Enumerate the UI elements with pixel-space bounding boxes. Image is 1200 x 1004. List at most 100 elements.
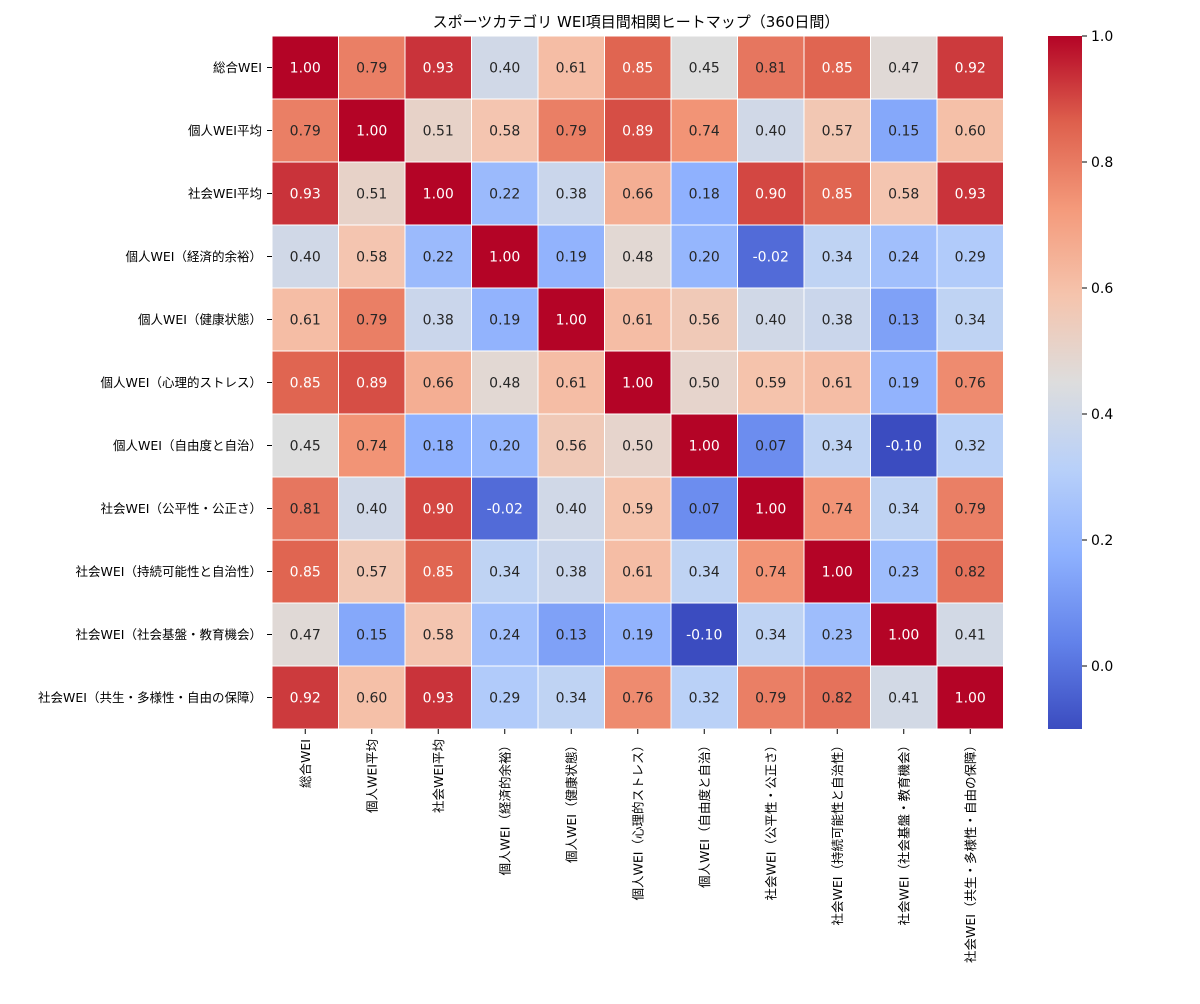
heatmap-cell [471, 224, 539, 289]
cell-value-label: 0.34 [888, 502, 919, 518]
heatmap-cell [670, 224, 738, 289]
heatmap-cell [537, 224, 605, 289]
heatmap-cell [670, 413, 738, 478]
cell-value-label: 1.00 [556, 313, 587, 329]
heatmap-cell [737, 665, 805, 730]
heatmap-cell [537, 476, 605, 541]
heatmap-cell [936, 287, 1004, 352]
heatmap-cell [471, 35, 539, 100]
heatmap-cell [803, 350, 871, 415]
cell-value-label: 0.20 [689, 250, 720, 266]
heatmap-cell [271, 413, 339, 478]
cell-value-label: 0.93 [290, 187, 321, 203]
heatmap-cell [936, 539, 1004, 604]
cell-value-label: 1.00 [489, 250, 520, 266]
cell-value-label: 0.45 [290, 439, 321, 455]
heatmap-cell [271, 287, 339, 352]
cell-value-label: 1.00 [822, 565, 853, 581]
heatmap-cell [404, 539, 472, 604]
heatmap-cell [803, 224, 871, 289]
heatmap-cell [670, 98, 738, 163]
heatmap-cell [338, 476, 406, 541]
x-tick-label: 個人WEI（自由度と自治） [697, 739, 712, 888]
cell-value-label: 0.38 [556, 187, 587, 203]
heatmap-cell [803, 413, 871, 478]
cell-value-label: 0.79 [955, 502, 986, 518]
cell-value-label: 0.51 [423, 124, 454, 140]
cell-value-label: 0.23 [822, 628, 853, 644]
y-tick-label: 社会WEI（公平性・公正さ） [101, 501, 262, 516]
x-axis-labels: 総合WEI 個人WEI平均 社会WEI平均 個人WEI（経済的余裕） 個人WEI（健康状… [298, 729, 978, 963]
cell-value-label: 0.24 [489, 628, 520, 644]
cell-value-label: 0.93 [423, 691, 454, 707]
y-tick-label: 個人WEI（自由度と自治） [113, 438, 262, 453]
cell-value-label: 0.34 [955, 313, 986, 329]
cell-value-label: 1.00 [290, 61, 321, 77]
cell-value-label: 0.47 [290, 628, 321, 644]
cell-value-label: 1.00 [955, 691, 986, 707]
cell-value-label: 0.40 [489, 61, 520, 77]
heatmap-cell [870, 98, 938, 163]
cell-value-label: 0.85 [290, 565, 321, 581]
heatmap-cell [537, 665, 605, 730]
colorbar-gradient [1048, 36, 1082, 729]
cell-value-label: 0.20 [489, 439, 520, 455]
cell-value-label: 0.40 [356, 502, 387, 518]
heatmap-cell [471, 413, 539, 478]
cell-value-label: 0.51 [356, 187, 387, 203]
heatmap-cell [737, 98, 805, 163]
cell-value-label: 0.41 [888, 691, 919, 707]
cell-value-label: -0.02 [487, 502, 523, 518]
heatmap-cell [271, 35, 339, 100]
cell-value-label: 1.00 [356, 124, 387, 140]
cell-value-label: 0.32 [689, 691, 720, 707]
cell-value-label: 0.45 [689, 61, 720, 77]
cell-value-label: 0.18 [423, 439, 454, 455]
y-tick-label: 社会WEI（持続可能性と自治性） [76, 564, 262, 579]
cell-value-label: 0.59 [755, 376, 786, 392]
cell-value-label: 0.93 [423, 61, 454, 77]
heatmap-cell [870, 224, 938, 289]
cell-value-label: 0.15 [888, 124, 919, 140]
heatmap-cell [338, 287, 406, 352]
heatmap-cell [737, 539, 805, 604]
cell-value-label: 0.60 [356, 691, 387, 707]
cell-value-label: 0.85 [822, 187, 853, 203]
heatmap-cell [404, 413, 472, 478]
cell-value-label: 0.79 [290, 124, 321, 140]
heatmap-cell [936, 224, 1004, 289]
cell-value-label: 0.92 [290, 691, 321, 707]
x-tick-label: 社会WEI（持続可能性と自治性） [830, 739, 845, 925]
heatmap-cell [537, 161, 605, 226]
x-tick-label: 社会WEI（公平性・公正さ） [763, 739, 778, 900]
cell-value-label: 0.61 [556, 61, 587, 77]
cell-value-label: 0.58 [423, 628, 454, 644]
cell-value-label: 0.92 [955, 61, 986, 77]
heatmap-cell [870, 287, 938, 352]
heatmap-cell [936, 35, 1004, 100]
heatmap-cell [537, 287, 605, 352]
cell-value-label: 0.32 [955, 439, 986, 455]
x-tick-label: 個人WEI平均 [364, 739, 379, 813]
cell-value-label: 0.18 [689, 187, 720, 203]
cell-value-label: 0.29 [489, 691, 520, 707]
cell-value-label: 0.50 [689, 376, 720, 392]
cell-value-label: 0.76 [955, 376, 986, 392]
cell-value-label: 0.22 [423, 250, 454, 266]
y-tick-label: 個人WEI（心理的ストレス） [101, 375, 262, 390]
colorbar: 0.0 0.2 0.4 0.6 0.8 1.0 [1048, 29, 1113, 729]
heatmap-cell [271, 476, 339, 541]
heatmap-cell [604, 602, 672, 667]
heatmap-cell [604, 350, 672, 415]
heatmap-cell [604, 287, 672, 352]
heatmap-cell [803, 539, 871, 604]
cell-value-label: 0.81 [290, 502, 321, 518]
x-tick-label: 個人WEI（経済的余裕） [497, 739, 512, 875]
cell-value-label: 0.61 [622, 565, 653, 581]
colorbar-tick-label: 1.0 [1091, 29, 1113, 45]
cell-value-label: 0.38 [822, 313, 853, 329]
x-tick-label: 総合WEI [298, 739, 313, 788]
